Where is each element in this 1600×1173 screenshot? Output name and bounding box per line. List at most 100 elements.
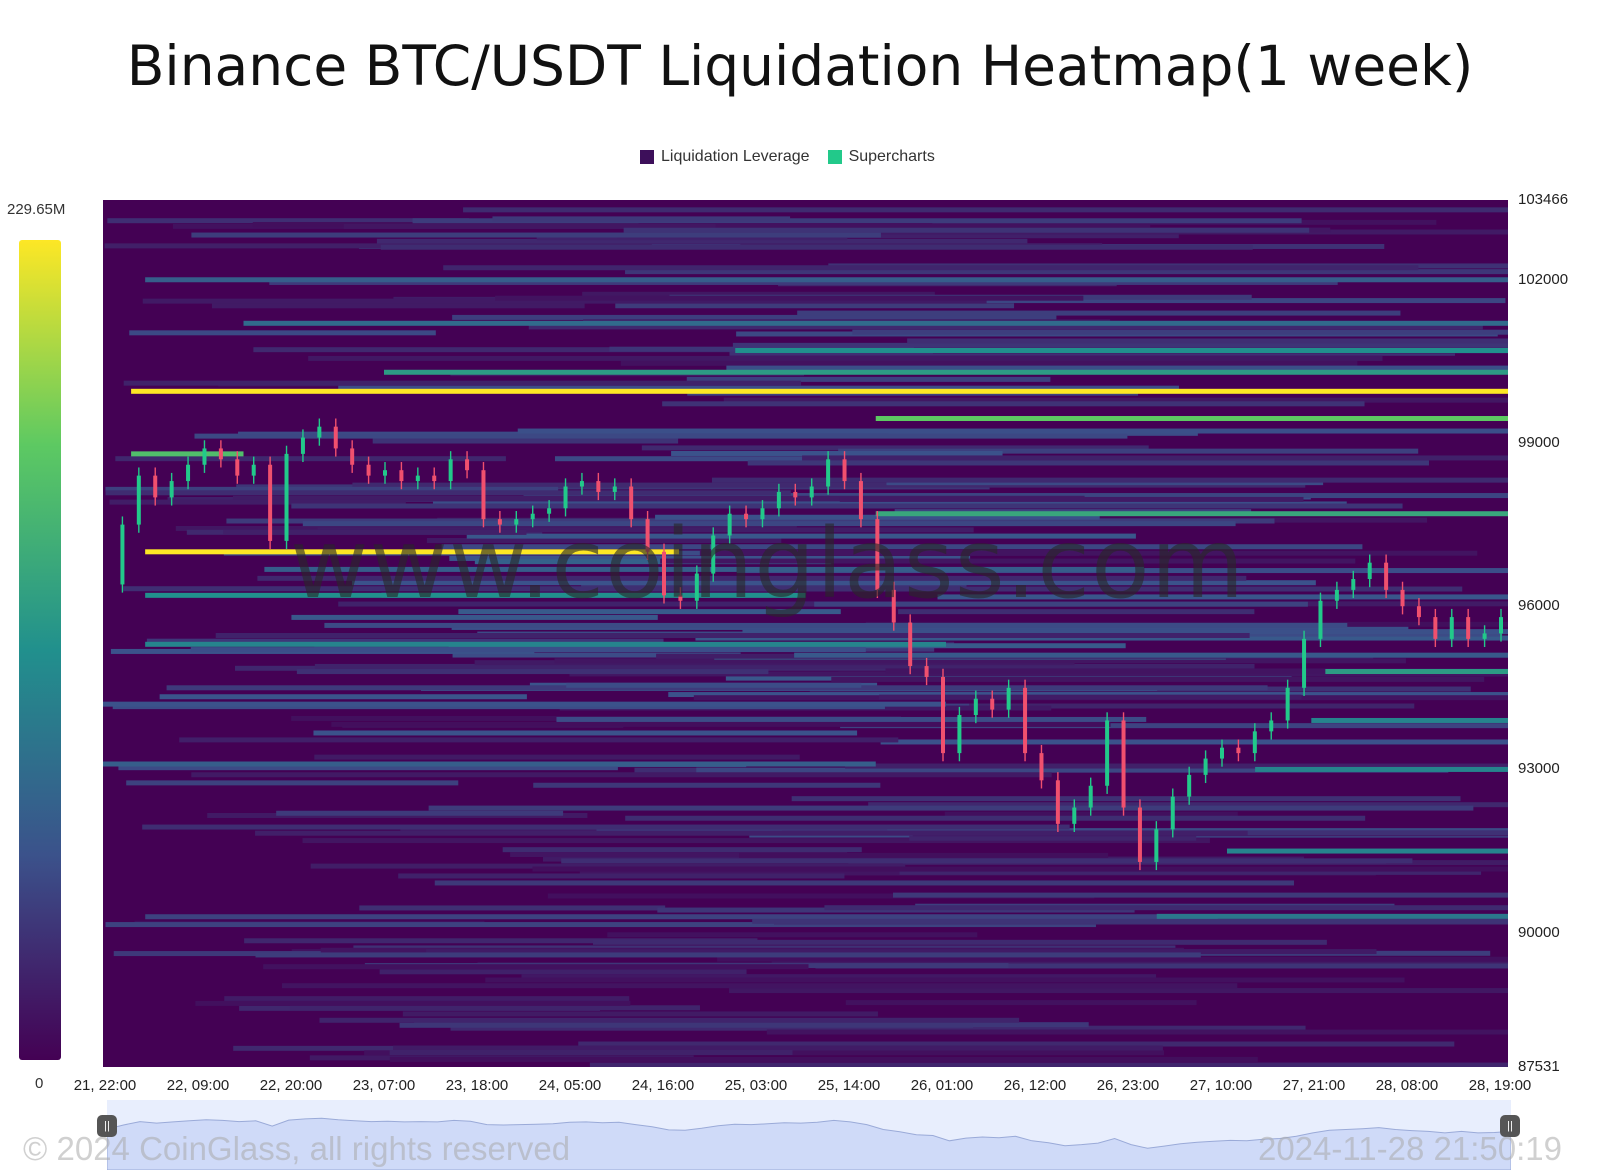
liquidation-band[interactable]: [131, 451, 244, 457]
liquidation-band[interactable]: [1227, 848, 1508, 854]
candle[interactable]: [1269, 720, 1274, 732]
candle[interactable]: [1433, 617, 1438, 639]
candle[interactable]: [1499, 617, 1503, 634]
candle[interactable]: [399, 470, 404, 482]
candle[interactable]: [1466, 617, 1471, 639]
candle[interactable]: [694, 573, 699, 601]
candle[interactable]: [924, 666, 929, 677]
candle[interactable]: [842, 459, 847, 482]
liquidation-band[interactable]: [384, 369, 1508, 375]
candle[interactable]: [1055, 780, 1060, 824]
heatmap-plot[interactable]: [103, 200, 1508, 1067]
candle[interactable]: [629, 486, 634, 520]
candle[interactable]: [1006, 687, 1011, 710]
candle[interactable]: [235, 459, 240, 476]
liquidation-band[interactable]: [735, 347, 1508, 353]
candle[interactable]: [1088, 785, 1093, 808]
liquidation-band[interactable]: [1325, 669, 1508, 675]
candle[interactable]: [186, 464, 191, 482]
candle[interactable]: [169, 481, 174, 498]
candle[interactable]: [776, 491, 781, 509]
candle[interactable]: [1220, 747, 1224, 759]
candle[interactable]: [514, 519, 519, 525]
candle[interactable]: [1416, 606, 1421, 618]
candle[interactable]: [333, 426, 338, 449]
candle[interactable]: [973, 698, 978, 716]
candle[interactable]: [1203, 758, 1208, 775]
candle[interactable]: [366, 464, 371, 476]
candle[interactable]: [1039, 753, 1044, 781]
candle[interactable]: [826, 459, 831, 487]
candle[interactable]: [957, 715, 962, 754]
liquidation-band[interactable]: [243, 320, 1509, 326]
candle[interactable]: [1170, 796, 1175, 830]
candle[interactable]: [120, 524, 125, 585]
candle[interactable]: [1400, 589, 1405, 607]
candle[interactable]: [1072, 807, 1077, 824]
candle[interactable]: [251, 464, 256, 476]
candle[interactable]: [1334, 589, 1339, 601]
candle[interactable]: [1285, 687, 1290, 721]
candle[interactable]: [383, 470, 387, 476]
candle[interactable]: [727, 513, 732, 536]
candle[interactable]: [1449, 617, 1454, 639]
legend-item-supercharts[interactable]: Supercharts: [827, 148, 935, 166]
liquidation-band[interactable]: [103, 701, 946, 707]
candle[interactable]: [1302, 638, 1307, 688]
candle[interactable]: [1236, 747, 1241, 754]
liquidation-band[interactable]: [145, 641, 946, 647]
candle[interactable]: [547, 508, 552, 514]
candle[interactable]: [218, 448, 223, 460]
candle[interactable]: [858, 481, 863, 520]
colorbar[interactable]: [19, 240, 61, 1060]
candle[interactable]: [153, 475, 158, 498]
navigator-left-handle[interactable]: ||: [97, 1115, 117, 1137]
candle[interactable]: [678, 595, 683, 601]
range-navigator[interactable]: [107, 1100, 1511, 1170]
candle[interactable]: [760, 508, 765, 520]
candle[interactable]: [1121, 720, 1126, 808]
navigator-right-handle[interactable]: ||: [1500, 1115, 1520, 1137]
candle[interactable]: [990, 698, 995, 710]
candle[interactable]: [497, 519, 502, 525]
candle[interactable]: [1252, 731, 1257, 754]
liquidation-band[interactable]: [145, 549, 680, 555]
candle[interactable]: [1023, 687, 1028, 754]
candle[interactable]: [809, 486, 814, 498]
candle[interactable]: [448, 459, 453, 482]
candle[interactable]: [891, 589, 896, 623]
liquidation-band[interactable]: [875, 511, 1508, 517]
candle[interactable]: [563, 486, 568, 509]
candle[interactable]: [662, 551, 666, 596]
candle[interactable]: [908, 622, 913, 667]
liquidation-band[interactable]: [1255, 766, 1508, 772]
candle[interactable]: [1154, 829, 1159, 862]
candle[interactable]: [596, 481, 601, 492]
candle[interactable]: [1351, 579, 1356, 590]
candle[interactable]: [432, 475, 437, 482]
candle[interactable]: [465, 459, 470, 471]
candle[interactable]: [612, 486, 617, 492]
candle[interactable]: [1318, 600, 1323, 639]
liquidation-band[interactable]: [145, 592, 806, 598]
candle[interactable]: [875, 519, 880, 590]
candle[interactable]: [1367, 562, 1372, 580]
liquidation-band[interactable]: [145, 277, 1508, 283]
candle[interactable]: [1187, 774, 1192, 797]
candle[interactable]: [136, 475, 141, 525]
candle[interactable]: [711, 535, 716, 574]
candle[interactable]: [317, 426, 322, 438]
candle[interactable]: [793, 491, 798, 498]
liquidation-band[interactable]: [103, 761, 876, 767]
candle[interactable]: [1105, 720, 1110, 786]
candle[interactable]: [1384, 562, 1389, 590]
candle[interactable]: [268, 464, 273, 541]
candle[interactable]: [645, 519, 650, 552]
legend-item-liquidation-leverage[interactable]: Liquidation Leverage: [640, 148, 810, 166]
liquidation-band[interactable]: [1156, 913, 1508, 919]
liquidation-band[interactable]: [131, 388, 1508, 394]
candle[interactable]: [202, 448, 207, 465]
candle[interactable]: [941, 676, 945, 754]
liquidation-band[interactable]: [1311, 717, 1508, 723]
candle[interactable]: [284, 453, 289, 541]
